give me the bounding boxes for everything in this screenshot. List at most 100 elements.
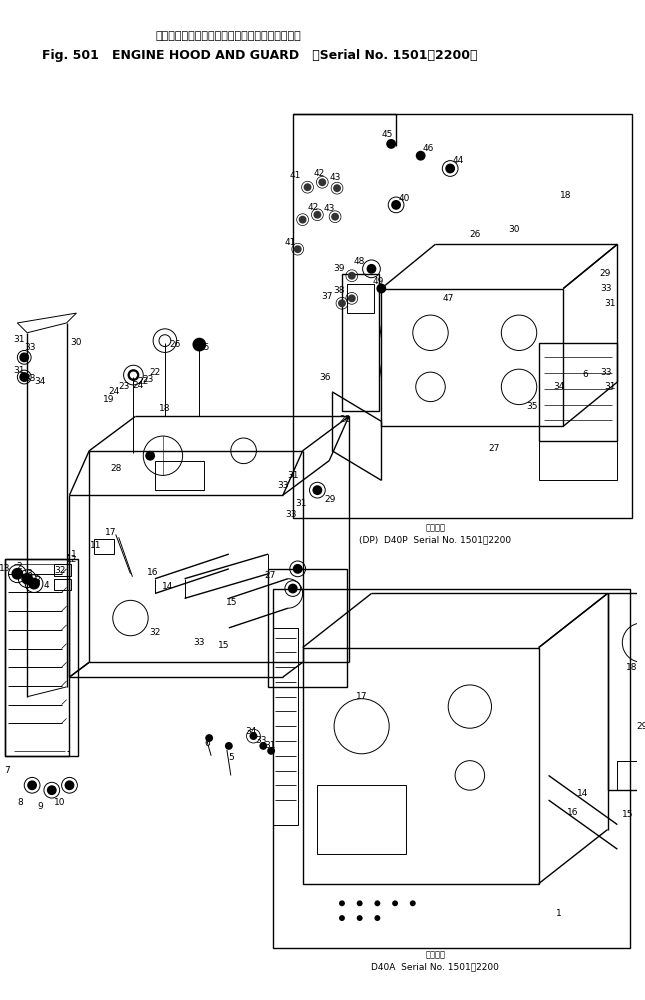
Circle shape — [377, 284, 386, 293]
Text: 9: 9 — [37, 802, 43, 811]
Circle shape — [293, 245, 302, 253]
Circle shape — [357, 915, 362, 921]
Bar — [54, 579, 72, 590]
Text: 23: 23 — [143, 375, 154, 384]
Circle shape — [205, 734, 213, 742]
Circle shape — [348, 272, 356, 280]
Text: 43: 43 — [330, 173, 341, 182]
Text: 33: 33 — [25, 343, 36, 352]
Text: 33: 33 — [194, 638, 205, 647]
Circle shape — [348, 294, 356, 302]
Bar — [268, 569, 347, 687]
Circle shape — [128, 369, 139, 381]
Circle shape — [299, 216, 306, 224]
Text: 46: 46 — [423, 144, 434, 153]
Text: 14: 14 — [577, 789, 589, 798]
Bar — [608, 593, 645, 790]
Circle shape — [267, 747, 275, 755]
Text: 22: 22 — [150, 368, 161, 377]
Bar — [273, 589, 630, 948]
Text: Fig. 501   ENGINE HOOD AND GUARD   （Serial No. 1501～2200）: Fig. 501 ENGINE HOOD AND GUARD （Serial N… — [42, 49, 477, 62]
Text: 44: 44 — [452, 156, 464, 165]
Text: 16: 16 — [568, 808, 579, 817]
Text: 26: 26 — [469, 230, 481, 239]
Text: 22: 22 — [137, 377, 149, 386]
Circle shape — [12, 568, 23, 580]
Text: 33: 33 — [277, 481, 289, 490]
Text: 25: 25 — [199, 343, 210, 352]
Text: 4: 4 — [44, 581, 50, 590]
Text: 41: 41 — [289, 171, 301, 180]
Circle shape — [392, 900, 398, 906]
Circle shape — [386, 139, 396, 149]
Circle shape — [293, 564, 303, 574]
Circle shape — [259, 742, 267, 750]
Text: 17: 17 — [356, 692, 368, 701]
Text: 40: 40 — [398, 194, 410, 203]
Bar — [94, 539, 114, 554]
Text: 15: 15 — [218, 641, 230, 650]
Text: 7: 7 — [5, 766, 10, 775]
Bar — [617, 761, 645, 790]
Text: 29: 29 — [599, 269, 610, 278]
Circle shape — [375, 900, 381, 906]
Bar — [54, 564, 72, 576]
Text: 31: 31 — [287, 471, 299, 480]
Text: 35: 35 — [526, 402, 537, 411]
Circle shape — [19, 352, 29, 362]
Text: 18: 18 — [559, 191, 571, 200]
Circle shape — [47, 785, 57, 795]
Text: 41: 41 — [284, 238, 295, 247]
Bar — [5, 559, 68, 756]
Text: 6: 6 — [204, 739, 210, 748]
Text: 3: 3 — [34, 576, 40, 585]
Text: 16: 16 — [147, 568, 159, 577]
Text: 39: 39 — [333, 264, 345, 273]
Circle shape — [339, 915, 345, 921]
Circle shape — [357, 900, 362, 906]
Text: 49: 49 — [373, 277, 384, 286]
Text: 33: 33 — [25, 374, 36, 383]
Bar — [347, 284, 375, 313]
Circle shape — [250, 732, 257, 740]
Text: 42: 42 — [308, 203, 319, 212]
Bar — [381, 289, 563, 426]
Text: 33: 33 — [285, 510, 297, 519]
Circle shape — [319, 178, 326, 186]
Text: 32: 32 — [150, 628, 161, 637]
Text: 2: 2 — [17, 562, 22, 571]
Text: 28: 28 — [110, 464, 121, 473]
Circle shape — [145, 451, 155, 461]
Text: 通用号機: 通用号機 — [426, 523, 446, 532]
Circle shape — [19, 372, 29, 382]
Text: 18: 18 — [626, 663, 638, 672]
Text: 34: 34 — [245, 727, 256, 736]
Circle shape — [192, 338, 206, 351]
Circle shape — [375, 915, 381, 921]
Text: 34: 34 — [34, 377, 46, 386]
Circle shape — [366, 264, 377, 274]
Text: 31: 31 — [14, 335, 25, 344]
Text: 31: 31 — [264, 741, 276, 750]
Text: 6: 6 — [582, 370, 588, 379]
Bar — [317, 785, 406, 854]
Text: 5: 5 — [228, 753, 233, 762]
Circle shape — [338, 299, 346, 307]
Circle shape — [28, 578, 40, 590]
Text: 30: 30 — [508, 225, 520, 234]
Bar — [155, 461, 204, 490]
Bar — [303, 648, 539, 884]
Text: 36: 36 — [319, 373, 331, 382]
Circle shape — [312, 485, 322, 495]
Text: 47: 47 — [442, 294, 454, 303]
Text: 29: 29 — [637, 722, 645, 731]
Text: 31: 31 — [14, 366, 25, 375]
Text: 15: 15 — [622, 810, 633, 819]
Text: 34: 34 — [553, 382, 565, 391]
Bar — [5, 559, 78, 756]
Text: 24: 24 — [133, 381, 144, 390]
Text: 30: 30 — [70, 338, 82, 347]
Text: 18: 18 — [159, 404, 171, 413]
Text: 31: 31 — [605, 299, 616, 308]
Circle shape — [313, 211, 321, 219]
